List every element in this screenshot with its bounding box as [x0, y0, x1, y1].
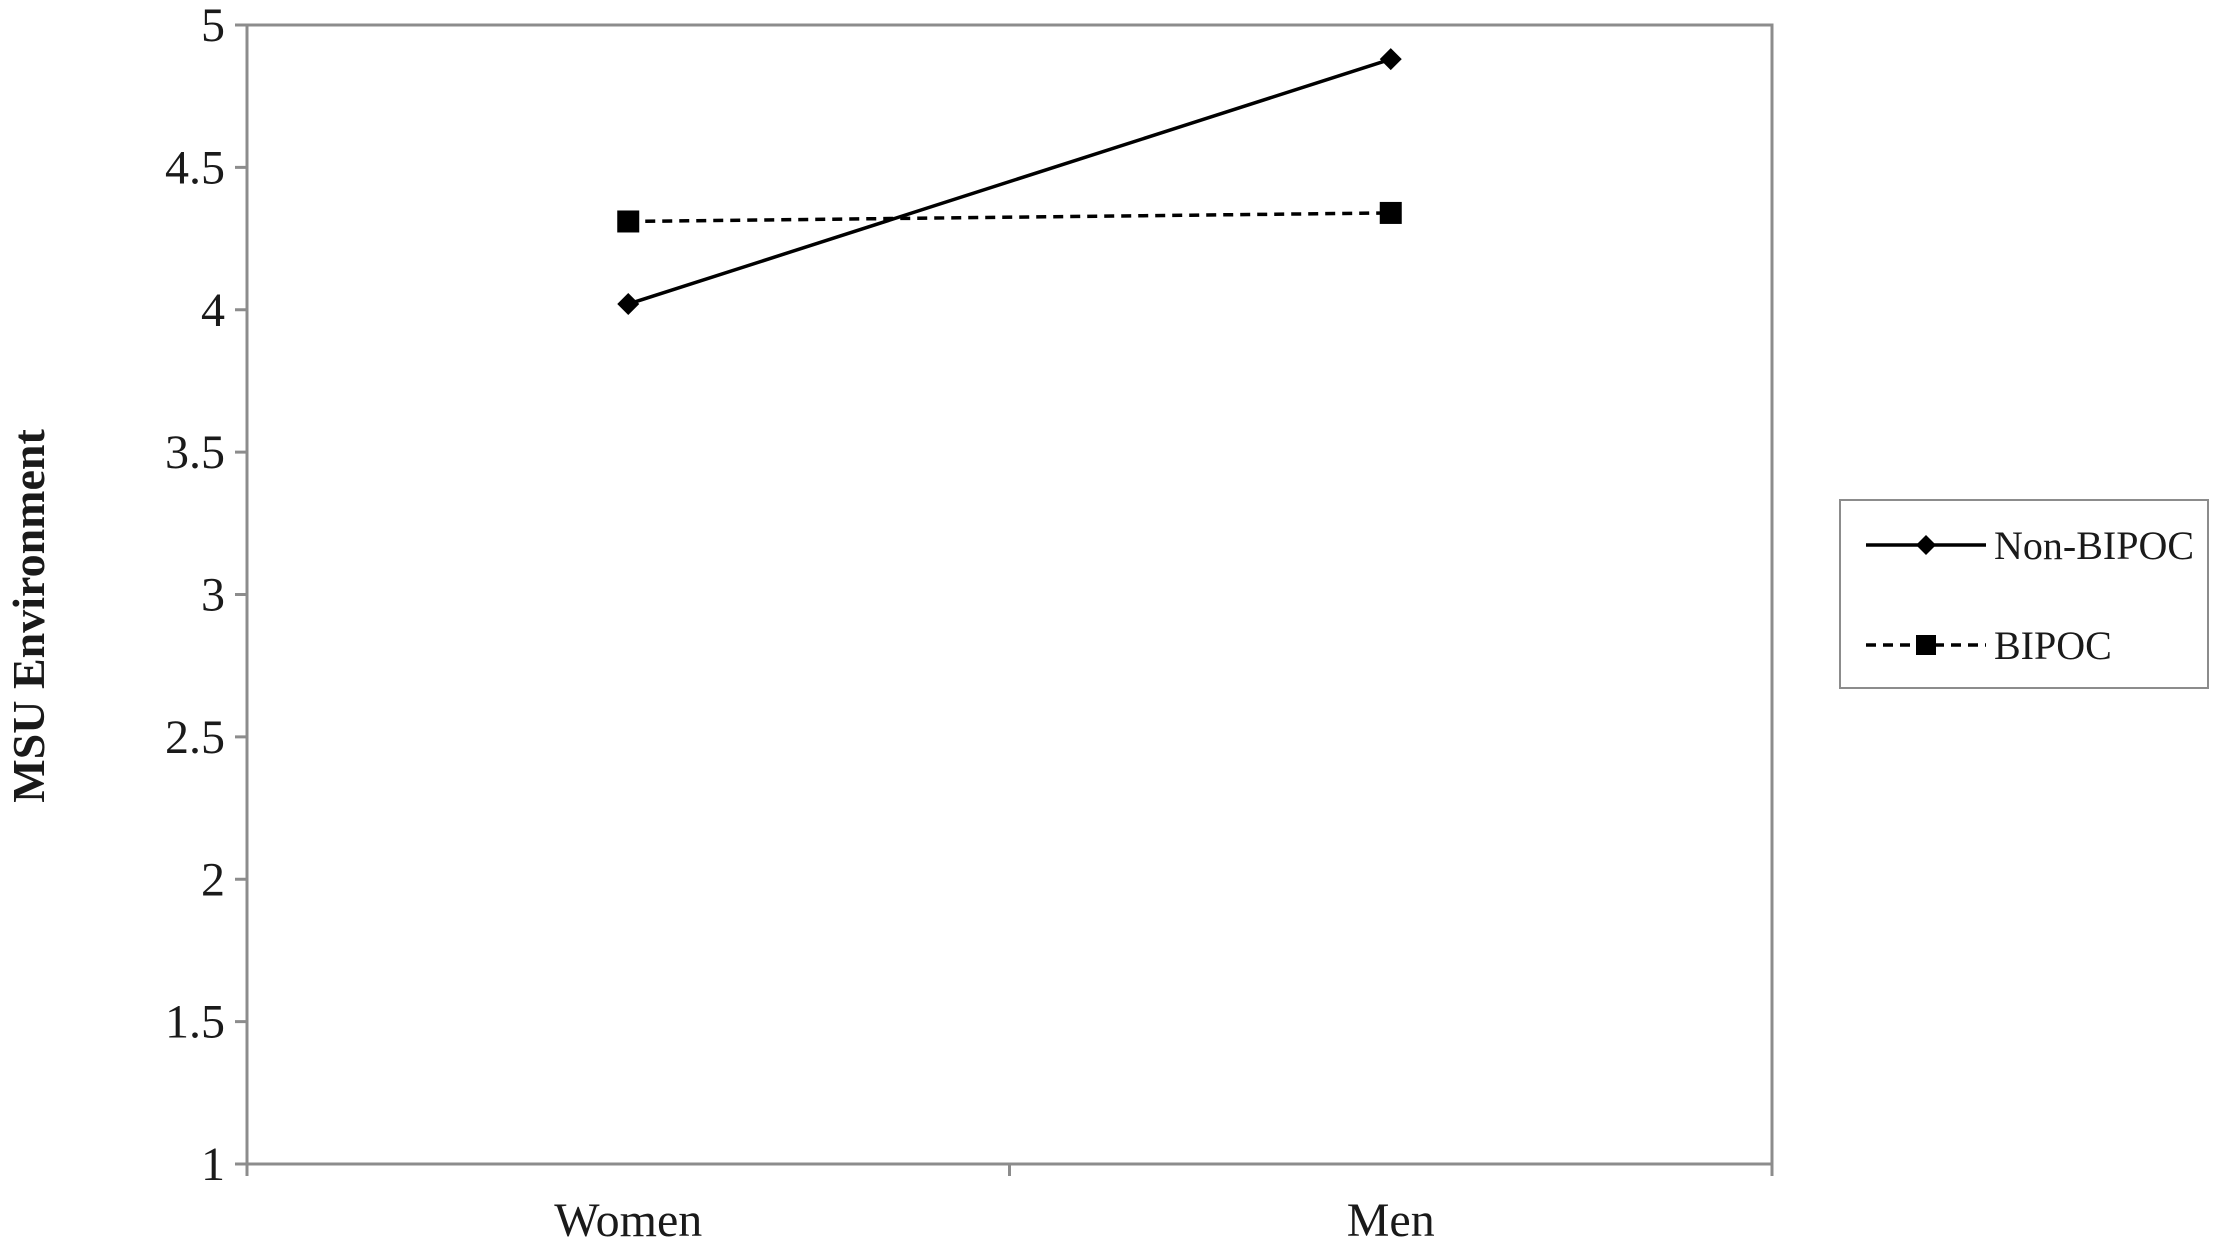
x-axis: Women Men: [245, 1164, 1774, 1247]
y-axis-title: MSU Environment: [3, 429, 54, 803]
y-tick-label: 4.5: [165, 141, 225, 194]
y-tick-label: 4: [201, 284, 225, 337]
legend-box: [1839, 499, 2209, 689]
x-tick-label: Women: [554, 1194, 702, 1247]
series-line: [627, 57, 1392, 306]
legend-marker: [1916, 635, 1936, 655]
data-point: [617, 210, 640, 233]
y-tick-label: 1.5: [165, 996, 225, 1049]
legend-item: BIPOC: [1866, 623, 2112, 668]
plot-area: [245, 23, 1774, 1166]
series-2: [617, 201, 1402, 233]
legend: Non-BIPOC BIPOC: [1839, 499, 2209, 689]
legend-marker: [1916, 535, 1936, 555]
y-tick-label: 5: [201, 0, 225, 52]
legend-item: Non-BIPOC: [1866, 523, 2194, 568]
y-axis: 1 1.5 2 2.5 3 3.5 4 4.5 5: [165, 0, 247, 1191]
x-tick-label: Men: [1347, 1194, 1435, 1247]
legend-label: Non-BIPOC: [1994, 523, 2194, 568]
data-point: [1379, 201, 1402, 224]
data-point: [617, 293, 640, 316]
series-layer: [617, 48, 1402, 316]
y-tick-label: 2: [201, 853, 225, 906]
y-tick-label: 2.5: [165, 711, 225, 764]
y-tick-label: 3: [201, 569, 225, 622]
series-line: [628, 211, 1391, 224]
legend-label: BIPOC: [1994, 623, 2112, 668]
y-tick-label: 1: [201, 1138, 225, 1191]
y-tick-label: 3.5: [165, 426, 225, 479]
series-1: [617, 48, 1402, 316]
data-point: [1379, 48, 1402, 71]
legend-items: Non-BIPOC BIPOC: [1866, 523, 2194, 668]
